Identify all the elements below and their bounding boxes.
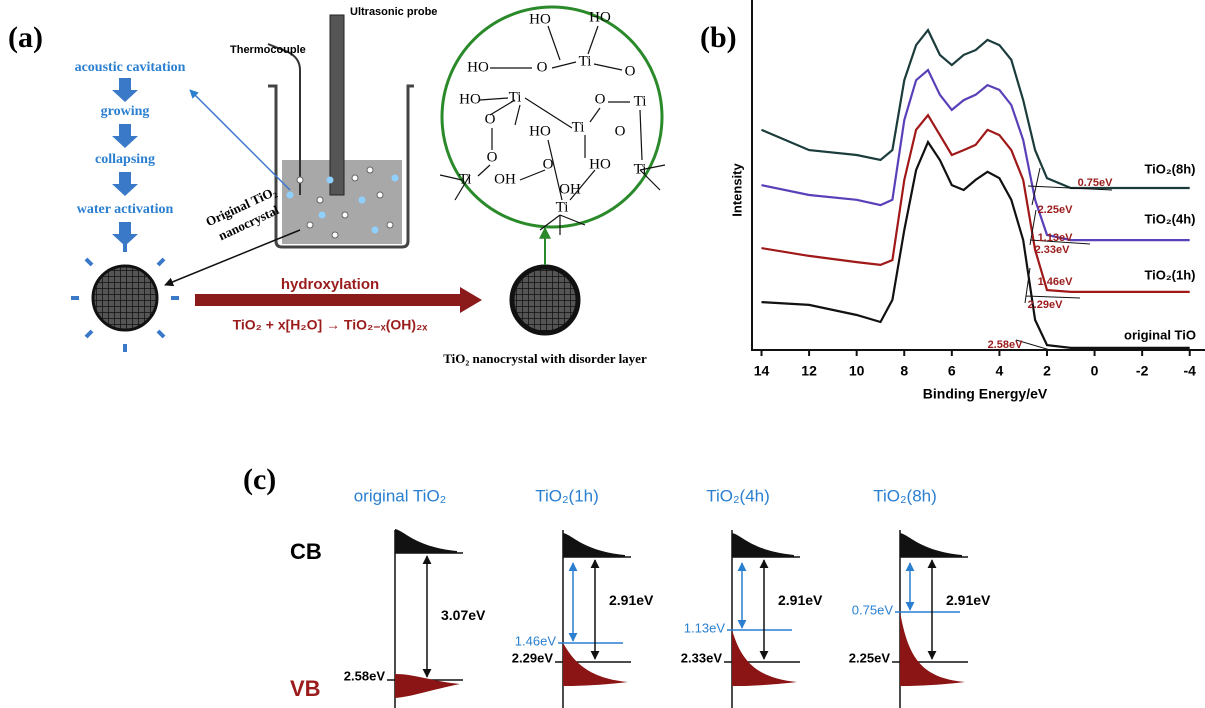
tail-label: 0.75eV bbox=[852, 602, 894, 617]
atom: O bbox=[543, 156, 554, 172]
axes bbox=[751, 0, 1205, 351]
vb-band bbox=[732, 630, 797, 686]
column-title: TiO₂(4h) bbox=[706, 486, 770, 505]
x-tick-label: 12 bbox=[801, 363, 817, 379]
column-title: TiO₂(1h) bbox=[535, 486, 599, 505]
x-tick-label: -2 bbox=[1136, 363, 1149, 379]
atom: O bbox=[625, 63, 636, 79]
cb-band bbox=[732, 533, 794, 557]
thermocouple-label: Thermocouple bbox=[230, 44, 306, 56]
cb-band bbox=[395, 529, 457, 553]
spectrum bbox=[761, 28, 1190, 190]
cb-band bbox=[563, 533, 625, 557]
spectrum bbox=[761, 113, 1190, 293]
atom: Ti bbox=[556, 199, 569, 215]
flow-arrows bbox=[112, 78, 138, 246]
gap-label: 2.91eV bbox=[946, 592, 991, 608]
step: collapsing bbox=[95, 152, 155, 167]
legend-label: TiO₂(4h) bbox=[1144, 211, 1195, 226]
x-tick-label: 2 bbox=[1043, 363, 1051, 379]
atom: HO bbox=[467, 59, 489, 75]
atom: HO bbox=[459, 91, 481, 107]
y-axis-label: Intensity bbox=[729, 163, 744, 217]
step: growing bbox=[101, 104, 150, 119]
atom: O bbox=[485, 111, 496, 127]
vb-level-label: 2.33eV bbox=[681, 650, 723, 665]
annotation: 1.46eV bbox=[1038, 276, 1074, 288]
panel-label: (c) bbox=[243, 463, 276, 496]
atom: Ti bbox=[579, 53, 592, 69]
cb-label: CB bbox=[290, 539, 322, 564]
vb-band bbox=[395, 674, 460, 698]
panel-label: (b) bbox=[700, 21, 737, 54]
atom: O bbox=[537, 59, 548, 75]
vb-level-label: 2.29eV bbox=[512, 650, 554, 665]
legend-label: TiO₂(8h) bbox=[1144, 161, 1195, 176]
bonds bbox=[439, 25, 666, 235]
atom: Ti bbox=[572, 119, 585, 135]
cb-band bbox=[900, 533, 962, 557]
legend-label: TiO₂(1h) bbox=[1144, 267, 1195, 282]
annotation: 1.13eV bbox=[1038, 232, 1074, 244]
annotation: 2.25eV bbox=[1038, 204, 1074, 216]
gap-label: 3.07eV bbox=[441, 607, 486, 623]
atom: O bbox=[487, 149, 498, 165]
tangents bbox=[1015, 167, 1113, 351]
step: acoustic cavitation bbox=[75, 60, 186, 75]
annotation: 2.58eV bbox=[988, 339, 1024, 351]
atom: OH bbox=[559, 181, 581, 197]
gap-label: 2.91eV bbox=[609, 592, 654, 608]
vb-level-label: 2.25eV bbox=[849, 650, 891, 665]
legend-label: original TiO bbox=[1124, 327, 1196, 342]
annotation: 2.29eV bbox=[1028, 299, 1064, 311]
probe-label: Ultrasonic probe bbox=[350, 6, 437, 18]
atom: Ti bbox=[459, 171, 472, 187]
spectrum bbox=[761, 139, 1190, 349]
tail-label: 1.13eV bbox=[684, 620, 726, 635]
atom: OH bbox=[494, 171, 516, 187]
atom: HO bbox=[529, 11, 551, 27]
annotation: 0.75eV bbox=[1078, 177, 1114, 189]
pointer bbox=[189, 89, 291, 191]
tail-label: 1.46eV bbox=[515, 633, 557, 648]
vb-band bbox=[563, 643, 628, 686]
atom: O bbox=[615, 123, 626, 139]
atom: HO bbox=[589, 156, 611, 172]
sphere-left bbox=[71, 244, 179, 352]
x-tick-label: -4 bbox=[1183, 363, 1196, 379]
atom: HO bbox=[589, 9, 611, 25]
spectrum bbox=[761, 68, 1190, 242]
equation: TiO₂ + x[H₂O] → TiO₂₋ₓ(OH)₂ₓ bbox=[233, 317, 429, 333]
step: water activation bbox=[77, 202, 174, 217]
process-label: hydroxylation bbox=[281, 276, 379, 293]
column-title: original TiO₂ bbox=[354, 486, 447, 505]
vb-level-label: 2.58eV bbox=[344, 668, 386, 683]
vb-band bbox=[900, 612, 965, 686]
sphere-right bbox=[509, 264, 581, 336]
beaker bbox=[267, 14, 414, 249]
x-tick-label: 0 bbox=[1091, 363, 1099, 379]
annotation: 2.33eV bbox=[1035, 244, 1071, 256]
x-tick-label: 14 bbox=[754, 363, 770, 379]
x-tick-label: 4 bbox=[996, 363, 1004, 379]
product-label: TiO₂ nanocrystal with disorder layer bbox=[443, 351, 647, 366]
process-arrow bbox=[195, 287, 482, 313]
atom: O bbox=[595, 91, 606, 107]
x-axis-label: Binding Energy/eV bbox=[923, 386, 1048, 402]
x-tick-label: 10 bbox=[849, 363, 865, 379]
vb-label: VB bbox=[290, 676, 321, 701]
atom: HO bbox=[529, 123, 551, 139]
molecule-circle bbox=[440, 5, 664, 229]
x-tick-label: 8 bbox=[900, 363, 908, 379]
x-tick-label: 6 bbox=[948, 363, 956, 379]
pointer bbox=[164, 229, 301, 287]
atom: Ti bbox=[634, 93, 647, 109]
column-title: TiO₂(8h) bbox=[873, 486, 937, 505]
gap-label: 2.91eV bbox=[778, 592, 823, 608]
panel-label: (a) bbox=[8, 21, 43, 54]
